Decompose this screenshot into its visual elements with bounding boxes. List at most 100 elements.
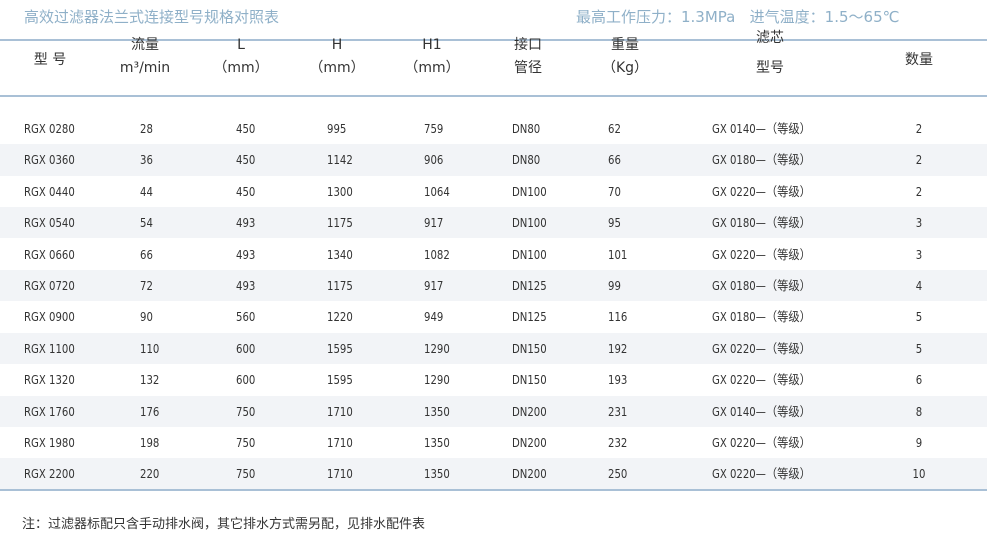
table-row: RGX 1100 110 600 1595 1290 DN150 192 GX 0220—（等… [0, 332, 987, 365]
table-cell: 1175 [327, 215, 353, 231]
table-cell: 750 [236, 466, 256, 482]
column-header: 滤芯 [756, 30, 784, 46]
column-header: H1 [422, 37, 442, 53]
table-row: RGX 0720 72 493 1175 917 DN125 99 GX 0180—（等级） 4 [0, 270, 987, 302]
table-cell: 750 [236, 435, 256, 450]
table-cell: 2 [915, 183, 923, 199]
table-cell: 1710 [327, 403, 353, 419]
table-cell: GX 0140—（等级） [712, 121, 811, 136]
table-cell: 231 [608, 403, 628, 419]
table-cell: DN150 [512, 340, 547, 356]
table-cell: GX 0220—（等级） [712, 372, 811, 388]
table-cell: RGX 0540 [24, 215, 75, 231]
table-cell: 4 [915, 278, 923, 293]
table-cell: 3 [915, 215, 923, 231]
table-cell: 1340 [327, 246, 353, 262]
table-cell: 1290 [424, 340, 450, 356]
table-cell: GX 0220—（等级） [712, 183, 811, 199]
table-cell: 1220 [327, 309, 353, 325]
table-cell: DN100 [512, 183, 547, 199]
table-cell: 72 [140, 278, 153, 293]
table-cell: 906 [424, 152, 444, 168]
table-cell: 995 [327, 121, 347, 136]
table-cell: 90 [140, 309, 153, 325]
table-row: RGX 0900 90 560 1220 949 DN125 116 GX 0180—（等级）… [0, 301, 987, 332]
table-row: RGX 2200 220 750 1710 1350 DN200 250 GX 0220—（等… [0, 458, 987, 490]
table-cell: RGX 1100 [24, 340, 75, 356]
header-top-rule [0, 39, 987, 41]
table-cell: 1175 [327, 278, 353, 293]
table-cell: 66 [140, 246, 153, 262]
table-cell: 95 [608, 215, 621, 231]
table-cell: RGX 1980 [24, 435, 75, 450]
table-cell: 5 [915, 340, 923, 356]
table-cell: 493 [236, 278, 256, 293]
table-cell: RGX 0440 [24, 183, 75, 199]
operating-conditions: 最高工作压力：1.3MPa 进气温度：1.5～65℃ [576, 8, 900, 26]
column-header-unit: （mm） [213, 60, 269, 76]
table-cell: DN200 [512, 435, 547, 450]
table-cell: DN150 [512, 372, 547, 388]
table-cell: 70 [608, 183, 621, 199]
column-header: 流量 [131, 37, 159, 53]
table-cell: 193 [608, 372, 628, 388]
table-cell: GX 0220—（等级） [712, 246, 811, 262]
table-cell: 2 [915, 152, 923, 168]
table-cell: 99 [608, 278, 621, 293]
table-cell: 28 [140, 121, 153, 136]
table-row: RGX 0540 54 493 1175 917 DN100 95 GX 0180—（等级） 3 [0, 207, 987, 239]
table-cell: 600 [236, 340, 256, 356]
table-cell: GX 0180—（等级） [712, 152, 811, 168]
table-cell: DN100 [512, 246, 547, 262]
table-cell: 450 [236, 183, 256, 199]
table-cell: RGX 2200 [24, 466, 75, 482]
table-cell: 132 [140, 372, 160, 388]
table-cell: RGX 0720 [24, 278, 75, 293]
table-cell: 1082 [424, 246, 450, 262]
table-cell: 54 [140, 215, 153, 231]
table-cell: 6 [915, 372, 923, 388]
table-cell: 1350 [424, 403, 450, 419]
table-cell: DN100 [512, 215, 547, 231]
table-cell: 1300 [327, 183, 353, 199]
table-cell: DN80 [512, 121, 541, 136]
column-header: 接口 [514, 37, 542, 53]
table-cell: 750 [236, 403, 256, 419]
column-header: 数量 [905, 52, 933, 68]
table-cell: 2 [915, 121, 923, 136]
table-cell: DN125 [512, 278, 547, 293]
table-cell: GX 0220—（等级） [712, 466, 811, 482]
table-cell: 1595 [327, 340, 353, 356]
table-cell: GX 0180—（等级） [712, 278, 811, 293]
table-row: RGX 1320 132 600 1595 1290 DN150 193 GX 0220—（等… [0, 364, 987, 395]
table-cell: DN200 [512, 403, 547, 419]
column-header-unit: 型号 [756, 60, 784, 76]
table-cell: 759 [424, 121, 444, 136]
table-cell: 66 [608, 152, 621, 168]
table-cell: 44 [140, 183, 153, 199]
column-header: L [237, 37, 245, 53]
table-cell: 250 [608, 466, 628, 482]
table-cell: RGX 0280 [24, 121, 75, 136]
column-header: H [331, 37, 343, 53]
footnote: 注：过滤器标配只含手动排水阀，其它排水方式需另配，见排水配件表 [22, 517, 426, 532]
table-cell: DN80 [512, 152, 541, 168]
table-row: RGX 1760 176 750 1710 1350 DN200 231 GX 0140—（等… [0, 395, 987, 427]
table-cell: 10 [912, 466, 926, 482]
table-cell: GX 0220—（等级） [712, 435, 811, 450]
table-cell: 176 [140, 403, 160, 419]
table-cell: RGX 0900 [24, 309, 75, 325]
table-cell: GX 0220—（等级） [712, 340, 811, 356]
header-bottom-rule [0, 95, 987, 97]
table-cell: GX 0140—（等级） [712, 403, 811, 419]
column-header: 重量 [611, 37, 639, 53]
table-cell: RGX 1760 [24, 403, 75, 419]
table-cell: 1710 [327, 466, 353, 482]
table-cell: 1290 [424, 372, 450, 388]
table-cell: 600 [236, 372, 256, 388]
table-cell: 1595 [327, 372, 353, 388]
table-cell: 9 [915, 435, 923, 450]
table-cell: GX 0180—（等级） [712, 215, 811, 231]
table-cell: 1142 [327, 152, 353, 168]
table-cell: 8 [915, 403, 923, 419]
